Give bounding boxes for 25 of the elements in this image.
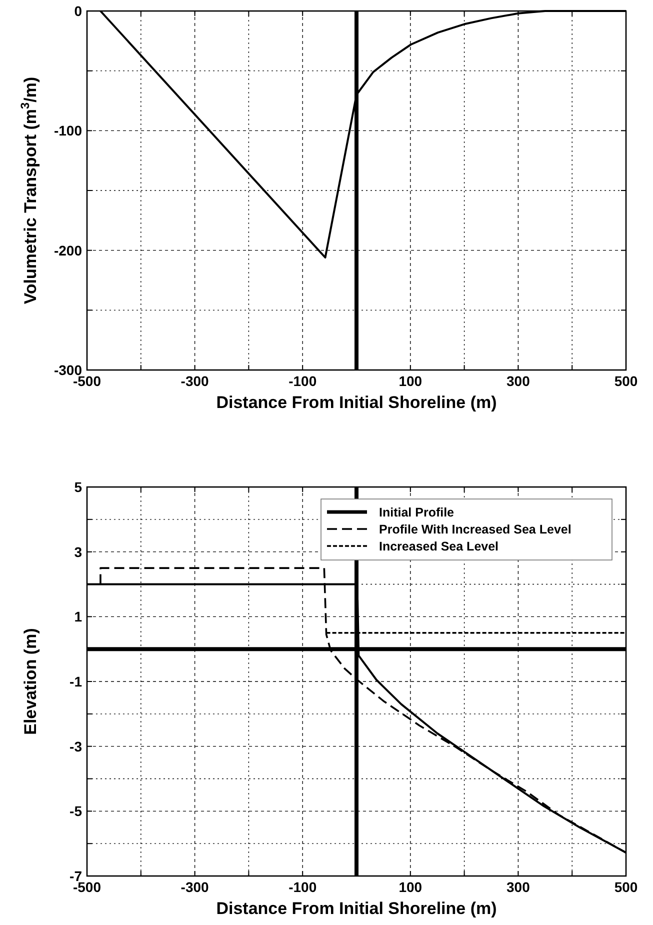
x-tick-label: 300 (506, 879, 530, 895)
y-axis-title: Elevation (m) (21, 628, 40, 735)
x-tick-label: -300 (180, 373, 210, 389)
y-tick-label: -3 (70, 738, 82, 754)
x-axis-title: Distance From Initial Shoreline (m) (216, 899, 497, 918)
legend-label: Initial Profile (379, 506, 454, 520)
x-tick-label: -300 (180, 879, 210, 895)
y-tick-label: 5 (74, 479, 82, 495)
x-axis-title: Distance From Initial Shoreline (m) (216, 393, 497, 412)
x-tick-label: 300 (506, 373, 530, 389)
y-tick-label: 3 (74, 544, 82, 560)
y-tick-label: 0 (74, 3, 82, 19)
y-tick-label: -1 (70, 674, 82, 690)
legend-label: Increased Sea Level (379, 540, 499, 554)
x-tick-label: 100 (398, 879, 422, 895)
legend-label: Profile With Increased Sea Level (379, 522, 572, 536)
y-tick-label: 1 (74, 608, 82, 625)
x-tick-label: -100 (288, 373, 317, 389)
x-tick-label: 500 (614, 879, 638, 895)
x-tick-label: -100 (288, 879, 317, 895)
y-tick-label: -200 (54, 242, 82, 258)
x-tick-label: 500 (614, 373, 638, 389)
y-tick-label: -100 (54, 122, 82, 139)
x-tick-label: 100 (398, 373, 422, 389)
y-tick-label: -5 (70, 803, 82, 820)
